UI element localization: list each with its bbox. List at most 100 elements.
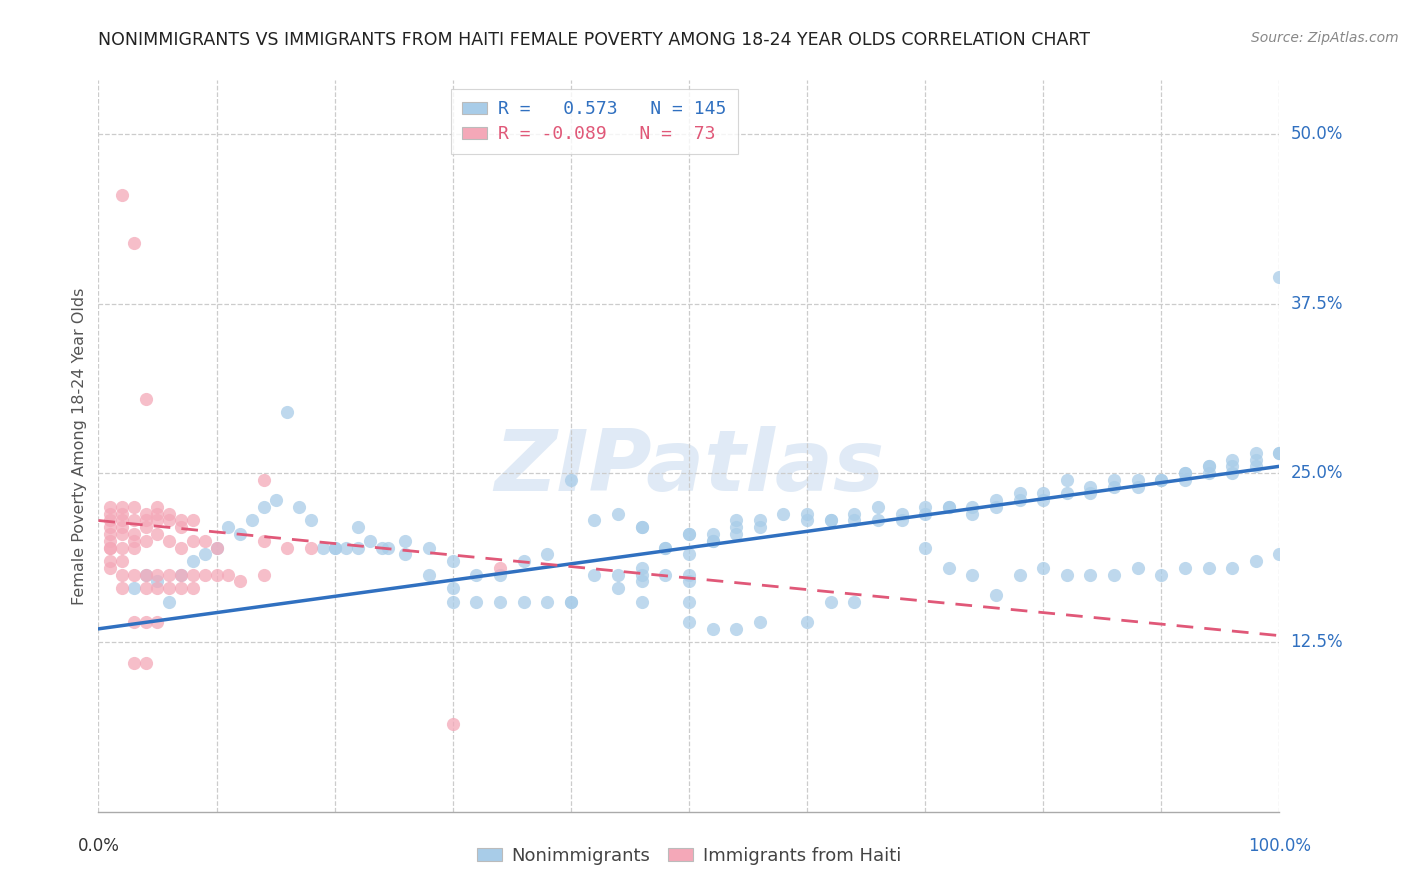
Point xyxy=(748,514,770,528)
Point xyxy=(170,520,193,534)
Point xyxy=(1126,473,1149,487)
Point xyxy=(844,507,866,521)
Point xyxy=(560,473,582,487)
Point xyxy=(170,567,193,582)
Point xyxy=(146,615,169,629)
Point xyxy=(111,514,134,528)
Point xyxy=(536,547,558,561)
Point xyxy=(560,595,582,609)
Point xyxy=(962,507,984,521)
Point xyxy=(377,541,399,555)
Point xyxy=(1198,459,1220,474)
Point xyxy=(157,533,180,548)
Point xyxy=(1174,466,1197,480)
Point xyxy=(1008,493,1031,508)
Point xyxy=(583,514,606,528)
Point xyxy=(820,595,842,609)
Point xyxy=(914,500,936,514)
Point xyxy=(583,567,606,582)
Point xyxy=(748,615,770,629)
Point xyxy=(240,514,263,528)
Point xyxy=(111,581,134,595)
Point xyxy=(1244,452,1267,467)
Point xyxy=(111,507,134,521)
Text: 25.0%: 25.0% xyxy=(1291,464,1343,482)
Point xyxy=(371,541,394,555)
Point xyxy=(630,574,652,589)
Point xyxy=(111,188,134,202)
Point xyxy=(630,520,652,534)
Point xyxy=(135,567,157,582)
Point xyxy=(678,567,700,582)
Text: NONIMMIGRANTS VS IMMIGRANTS FROM HAITI FEMALE POVERTY AMONG 18-24 YEAR OLDS CORR: NONIMMIGRANTS VS IMMIGRANTS FROM HAITI F… xyxy=(98,31,1091,49)
Point xyxy=(122,500,145,514)
Point xyxy=(98,520,121,534)
Point xyxy=(654,567,676,582)
Point xyxy=(748,520,770,534)
Point xyxy=(441,716,464,731)
Point xyxy=(678,527,700,541)
Point xyxy=(181,533,204,548)
Text: 0.0%: 0.0% xyxy=(77,837,120,855)
Point xyxy=(630,561,652,575)
Point xyxy=(394,533,416,548)
Text: 50.0%: 50.0% xyxy=(1291,126,1343,144)
Y-axis label: Female Poverty Among 18-24 Year Olds: Female Poverty Among 18-24 Year Olds xyxy=(72,287,87,605)
Point xyxy=(135,656,157,670)
Point xyxy=(607,581,630,595)
Point xyxy=(181,581,204,595)
Point xyxy=(253,533,276,548)
Point xyxy=(796,615,818,629)
Point xyxy=(111,527,134,541)
Point xyxy=(678,547,700,561)
Point xyxy=(725,527,748,541)
Point xyxy=(276,405,298,419)
Point xyxy=(654,541,676,555)
Point xyxy=(630,595,652,609)
Point xyxy=(984,500,1007,514)
Point xyxy=(157,595,180,609)
Point xyxy=(205,567,228,582)
Point xyxy=(1008,567,1031,582)
Point xyxy=(1102,480,1125,494)
Point xyxy=(962,500,984,514)
Point xyxy=(441,581,464,595)
Point xyxy=(1126,561,1149,575)
Point xyxy=(702,527,724,541)
Point xyxy=(1174,473,1197,487)
Point xyxy=(288,500,311,514)
Point xyxy=(1056,486,1078,500)
Point xyxy=(866,500,889,514)
Point xyxy=(394,547,416,561)
Point xyxy=(312,541,335,555)
Point xyxy=(702,533,724,548)
Point xyxy=(170,567,193,582)
Point xyxy=(1150,473,1173,487)
Point xyxy=(1220,452,1243,467)
Point xyxy=(914,507,936,521)
Point xyxy=(111,567,134,582)
Point xyxy=(122,581,145,595)
Point xyxy=(844,595,866,609)
Point xyxy=(205,541,228,555)
Point xyxy=(146,514,169,528)
Point xyxy=(772,507,794,521)
Point xyxy=(181,554,204,568)
Point xyxy=(323,541,346,555)
Point xyxy=(1056,567,1078,582)
Point xyxy=(984,493,1007,508)
Point xyxy=(253,567,276,582)
Point xyxy=(678,595,700,609)
Point xyxy=(1244,459,1267,474)
Point xyxy=(1220,561,1243,575)
Point xyxy=(418,541,440,555)
Point xyxy=(890,514,912,528)
Point xyxy=(1198,466,1220,480)
Point xyxy=(122,541,145,555)
Point xyxy=(135,514,157,528)
Point xyxy=(820,514,842,528)
Point xyxy=(725,520,748,534)
Point xyxy=(135,615,157,629)
Point xyxy=(866,514,889,528)
Point xyxy=(938,500,960,514)
